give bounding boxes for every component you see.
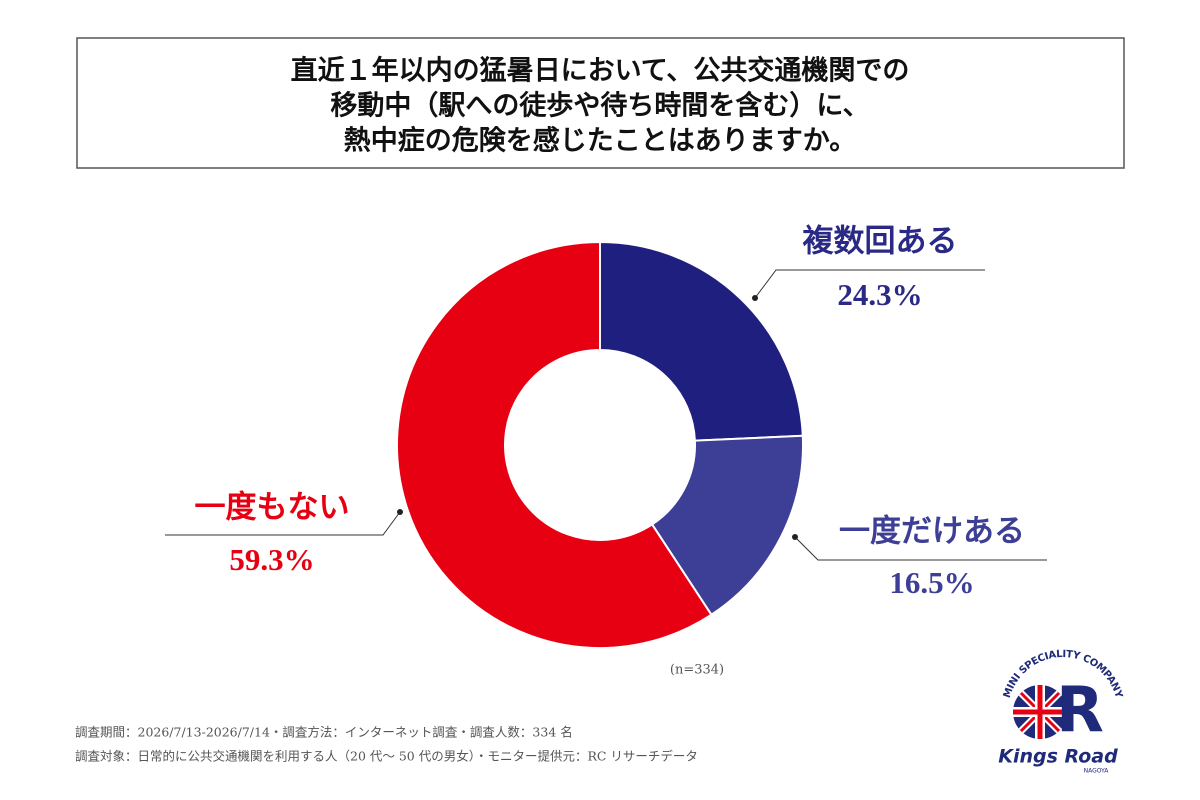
chart-title: 熱中症の危険を感じたことはありますか。 [344,125,856,157]
leader-dot [752,295,758,301]
value-label: 59.3% [229,542,314,577]
value-label: 16.5% [889,565,974,600]
donut-slice [650,434,804,617]
logo-letter: R [1056,673,1104,746]
leader-dot [792,534,798,540]
leader-dot [397,509,403,515]
footnote: 調査期間：2026/7/13-2026/7/14・調査方法：インターネット調査・… [75,725,573,740]
title-box [76,37,1125,169]
donut-slice [599,240,804,442]
logo-place: NAGOYA [1084,768,1110,775]
leader-line [794,536,1047,561]
value-label: 24.3% [837,277,922,312]
leader-line [165,511,401,536]
logo-name: Kings Road [998,746,1118,768]
sample-size: (n=334) [670,663,724,678]
leader-line [754,269,985,299]
donut-slice [396,240,713,649]
category-label: 一度だけある [839,514,1025,550]
logo-flag-cross [1013,685,1067,739]
footnote: 調査対象：日常的に公共交通機関を利用する人（20 代～ 50 代の男女）・モニタ… [75,749,698,764]
category-label: 複数回ある [803,224,958,260]
chart-title: 移動中（駅への徒歩や待ち時間を含む）に、 [330,90,869,122]
category-label: 一度もない [195,490,350,526]
chart-title: 直近１年以内の猛暑日において、公共交通機関での [291,55,910,87]
